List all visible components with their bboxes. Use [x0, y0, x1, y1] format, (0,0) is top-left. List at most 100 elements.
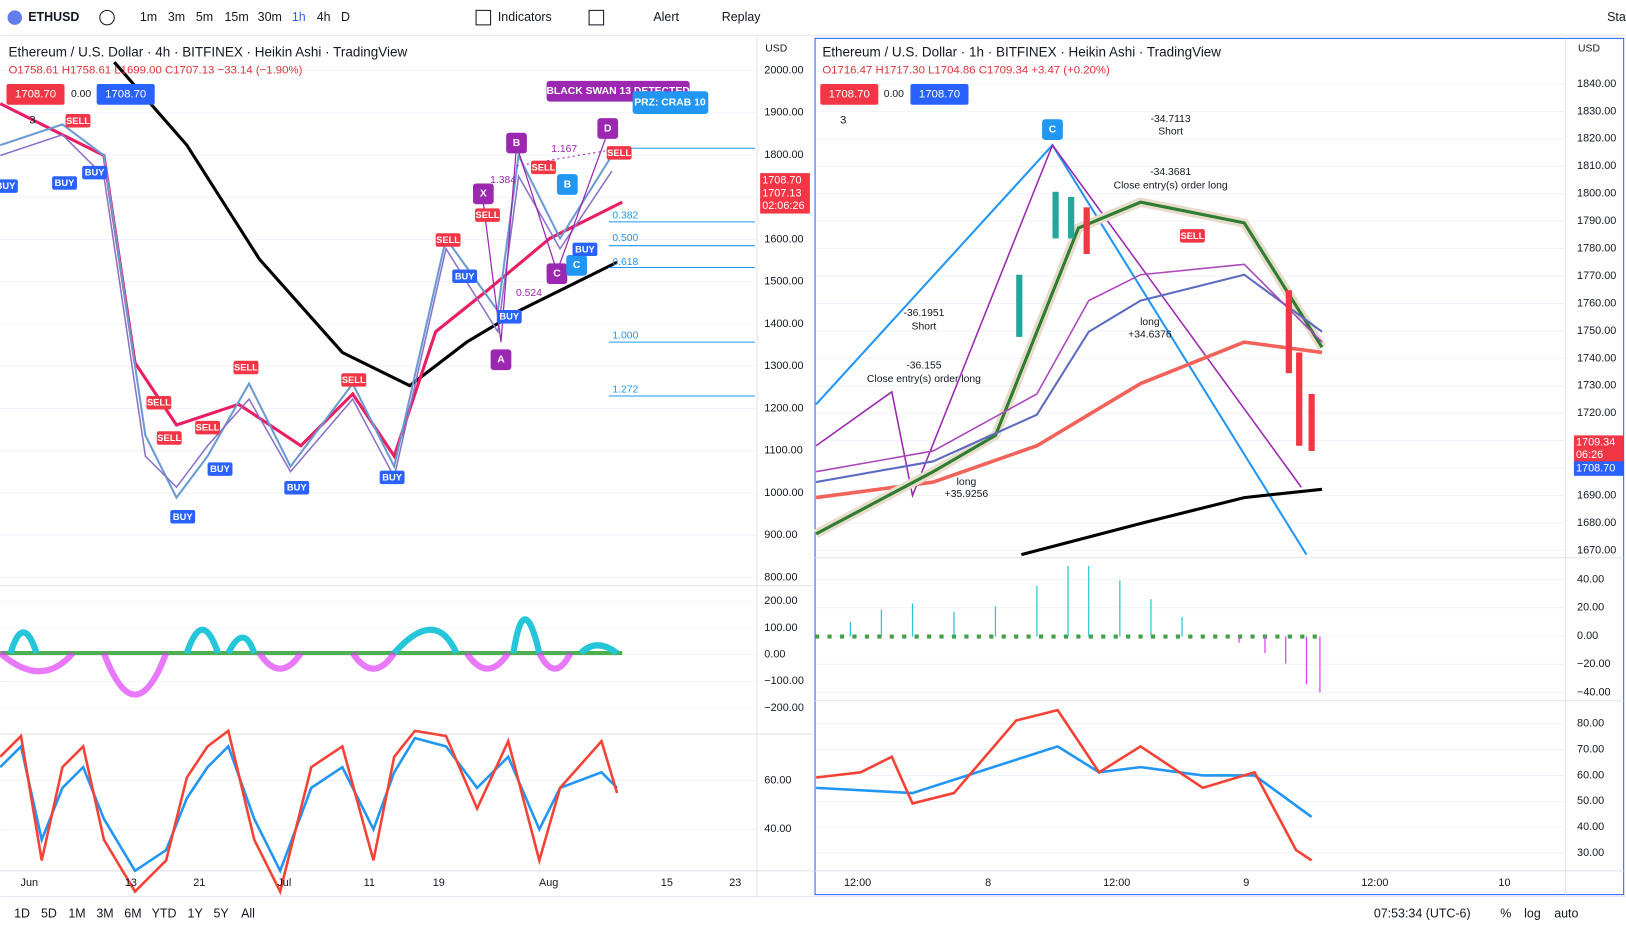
- left-annotations: 0.382 0.500 0.618 1.000 1.272 1.167 1.384 0.524…: [0, 114, 639, 524]
- interval-button[interactable]: 1h: [292, 10, 306, 24]
- interval-button[interactable]: 1m: [140, 10, 157, 24]
- pattern-point-label: C: [1049, 124, 1057, 135]
- pattern-point-label: B: [564, 179, 572, 190]
- alert-button[interactable]: Alert: [653, 10, 679, 24]
- sell-tag-bg: [606, 146, 632, 160]
- pattern-point-label: D: [604, 123, 612, 134]
- range-button[interactable]: YTD: [152, 907, 177, 921]
- range-button[interactable]: 1D: [14, 907, 30, 921]
- y-tick-label: 1400.00: [764, 318, 803, 330]
- x-tick-label: 12:00: [1103, 877, 1130, 889]
- auto-toggle[interactable]: auto: [1554, 907, 1578, 921]
- y-tick-label: 0.00: [764, 649, 785, 661]
- interval-button[interactable]: 15m: [225, 10, 249, 24]
- pattern-point: [506, 132, 527, 154]
- percent-toggle[interactable]: %: [1500, 907, 1511, 921]
- buy-button[interactable]: 1708.70: [919, 88, 960, 100]
- x-tick-label: 12:00: [1361, 877, 1388, 889]
- y-tick-label: 1830.00: [1577, 105, 1616, 117]
- range-button[interactable]: 1M: [68, 907, 85, 921]
- sell-tag: SELL: [66, 116, 90, 126]
- sell-tag-bg: [65, 114, 91, 128]
- range-button[interactable]: 5D: [41, 907, 57, 921]
- interval-button[interactable]: 4h: [317, 10, 331, 24]
- buy-button[interactable]: 1708.70: [105, 88, 146, 100]
- y-tick-label: 20.00: [1577, 602, 1604, 614]
- pattern-point: [472, 183, 494, 205]
- y-tick-label: 40.00: [1577, 573, 1604, 585]
- y-tick-label: 2000.00: [764, 64, 803, 76]
- x-tick-label: 19: [433, 877, 445, 889]
- y-tick-label: 1820.00: [1577, 133, 1616, 145]
- x-tick-label: 9: [1243, 877, 1249, 889]
- sell-tag-bg: [475, 208, 500, 222]
- y-tick-label: 1750.00: [1577, 325, 1616, 337]
- y-tick-label: 1690.00: [1577, 489, 1616, 501]
- buy-tag: BUY: [382, 472, 402, 482]
- fib-level: 1.272: [612, 385, 638, 396]
- pattern-point: [566, 255, 588, 276]
- compare-button[interactable]: [99, 9, 115, 26]
- y-tick-label: 900.00: [764, 529, 797, 541]
- buy-tag: BUY: [499, 312, 519, 322]
- layout-icon[interactable]: [588, 9, 605, 26]
- log-toggle[interactable]: log: [1524, 907, 1541, 921]
- left-drawings: [0, 61, 755, 896]
- interval-button[interactable]: D: [341, 10, 350, 24]
- range-button[interactable]: All: [241, 907, 255, 921]
- y-tick-label: 1680.00: [1577, 517, 1616, 529]
- y-tick-label: 800.00: [764, 571, 797, 583]
- pattern-point: [597, 118, 619, 139]
- replay-button[interactable]: Replay: [722, 10, 761, 24]
- trade-note: +34.6376: [1128, 330, 1172, 341]
- trade-note: long: [957, 477, 977, 488]
- price-label-bg: [760, 199, 810, 214]
- y-tick-label: 0.00: [1577, 630, 1598, 642]
- sell-button[interactable]: 1708.70: [829, 88, 870, 100]
- x-tick-label: 13: [125, 877, 137, 889]
- x-tick-label: 8: [985, 877, 991, 889]
- price-label-bg: [1573, 447, 1624, 463]
- y-tick-label: 1300.00: [764, 360, 803, 372]
- price-label: 1708.70: [1576, 462, 1615, 474]
- y-tick-label: 1670.00: [1577, 544, 1616, 556]
- trade-note: Close entry(s) order long: [1114, 180, 1228, 191]
- y-tick-label: 1740.00: [1577, 352, 1616, 364]
- y-tick-label: 1900.00: [764, 107, 803, 119]
- indicators-button[interactable]: Indicators: [498, 10, 552, 24]
- y-tick-label: 1720.00: [1577, 407, 1616, 419]
- x-tick-label: 21: [193, 877, 205, 889]
- interval-button[interactable]: 3m: [168, 10, 185, 24]
- range-button[interactable]: 6M: [124, 907, 141, 921]
- trade-note: -36.1951: [903, 308, 944, 319]
- x-tick-label: 11: [364, 877, 375, 889]
- buy-tag: BUY: [455, 271, 475, 281]
- pattern-point-label: B: [513, 138, 521, 149]
- interval-button[interactable]: 30m: [258, 10, 282, 24]
- range-button[interactable]: 5Y: [213, 907, 229, 921]
- price-label: 1709.34: [1576, 437, 1615, 449]
- symbol[interactable]: ETHUSD: [28, 10, 79, 24]
- studies-count[interactable]: 3: [29, 114, 35, 126]
- sell-tag-bg: [156, 431, 182, 445]
- x-tick-label: 23: [729, 877, 741, 889]
- sell-tag: SELL: [342, 375, 366, 385]
- sell-button[interactable]: 1708.70: [15, 88, 56, 100]
- price-label: 1707.13: [762, 188, 801, 200]
- currency[interactable]: USD: [765, 43, 787, 54]
- right-drawings: [813, 143, 1326, 862]
- range-button[interactable]: 1Y: [188, 907, 204, 921]
- interval-button[interactable]: 5m: [196, 10, 213, 24]
- buy-tag: BUY: [210, 464, 230, 474]
- buy-tag-bg: [170, 510, 196, 524]
- studies-count[interactable]: 3: [840, 114, 846, 126]
- trade-note: -34.3681: [1150, 167, 1191, 178]
- range-button[interactable]: 3M: [96, 907, 113, 921]
- price-label-bg: [760, 186, 810, 202]
- sell-tag-bg: [341, 373, 367, 387]
- more-button[interactable]: Sta: [1607, 10, 1626, 24]
- buy-tag-bg: [284, 481, 310, 495]
- currency[interactable]: USD: [1578, 43, 1600, 54]
- symbol-icon: [7, 10, 23, 25]
- sell-tag-bg: [435, 233, 461, 247]
